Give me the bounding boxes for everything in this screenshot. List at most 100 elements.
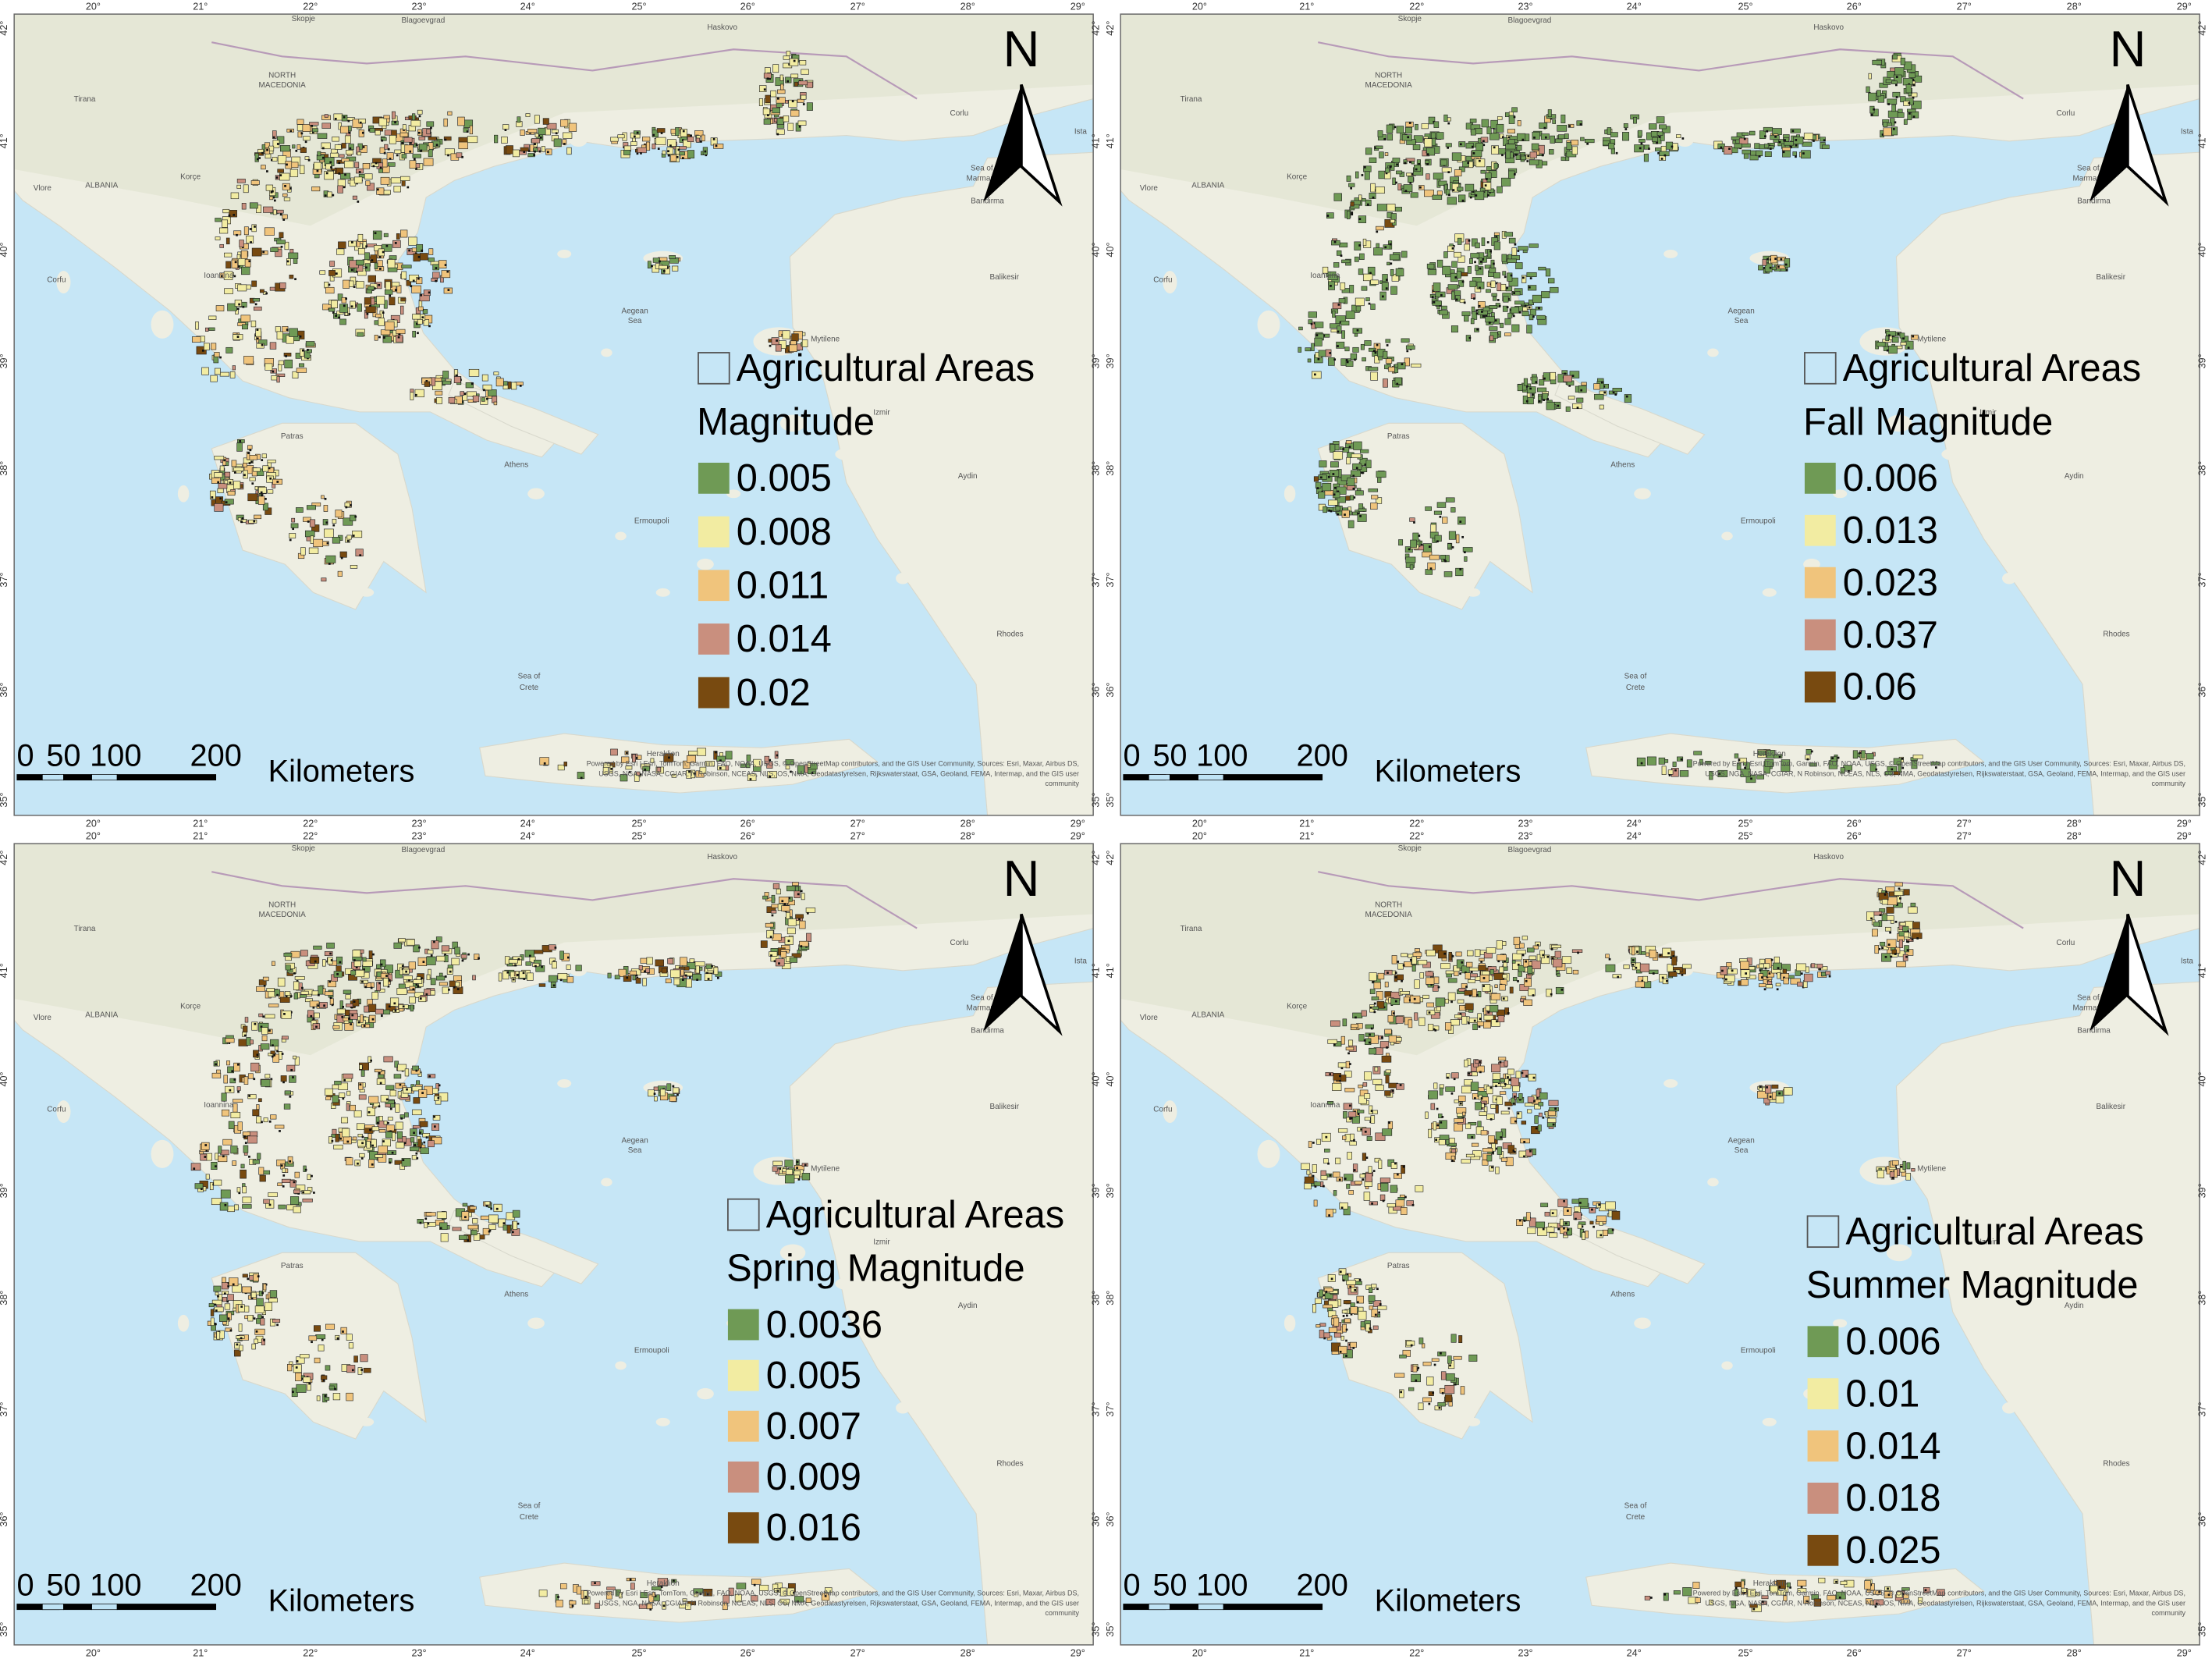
agricultural-patch: [1392, 158, 1400, 163]
patch-outline: [261, 459, 264, 461]
patch-outline: [355, 966, 358, 969]
patch-outline: [1789, 145, 1792, 148]
patch-outline: [1385, 287, 1388, 290]
agricultural-patch: [1333, 193, 1342, 201]
legend-swatch: [698, 677, 730, 709]
north-arrow-left: [2089, 84, 2128, 202]
patch-outline: [1525, 1075, 1528, 1078]
patch-outline: [433, 1115, 435, 1118]
patch-outline: [435, 144, 438, 147]
agricultural-patch: [1755, 150, 1763, 157]
patch-outline: [1479, 261, 1482, 263]
agricultural-patch: [646, 141, 651, 151]
agricultural-patch: [1361, 198, 1366, 202]
agricultural-patch: [1884, 926, 1891, 932]
patch-outline: [1541, 154, 1544, 157]
agricultural-patch: [1893, 74, 1902, 83]
agricultural-patch: [346, 1392, 353, 1401]
patch-outline: [1364, 464, 1366, 466]
patch-outline: [261, 1291, 264, 1295]
patch-outline: [797, 1178, 801, 1181]
agricultural-patch: [799, 920, 806, 929]
agricultural-patch: [1474, 265, 1479, 272]
patch-outline: [371, 1018, 375, 1021]
agricultural-patch: [1412, 144, 1420, 151]
agricultural-patch: [428, 258, 435, 262]
agricultural-patch: [232, 365, 236, 371]
agricultural-patch: [652, 130, 659, 137]
agricultural-patch: [296, 119, 304, 125]
agricultural-patch: [1386, 261, 1390, 266]
agricultural-patch: [243, 1145, 249, 1153]
agricultural-patch: [1537, 396, 1542, 403]
agricultural-patch: [736, 1583, 747, 1590]
agricultural-patch: [438, 982, 448, 986]
agricultural-patch: [416, 277, 423, 285]
agricultural-patch: [1336, 250, 1341, 256]
patch-outline: [1451, 545, 1454, 549]
agricultural-patch: [253, 467, 261, 472]
patch-outline: [1778, 140, 1781, 144]
agricultural-patch: [1510, 1117, 1517, 1124]
agricultural-patch: [256, 986, 265, 992]
agricultural-patch: [1526, 1109, 1532, 1114]
patch-outline: [1327, 475, 1330, 478]
agricultural-patch: [352, 999, 360, 1007]
patch-outline: [435, 279, 437, 282]
latitude-label: 37°: [1090, 572, 1101, 587]
patch-outline: [1641, 979, 1643, 982]
agricultural-patch: [196, 346, 207, 355]
agricultural-patch: [1385, 358, 1392, 364]
patch-outline: [1738, 758, 1740, 762]
longitude-label: 28°: [960, 831, 975, 842]
agricultural-patch: [1390, 213, 1397, 220]
patch-outline: [229, 481, 232, 484]
patch-outline: [770, 954, 772, 957]
agricultural-patch: [1867, 92, 1876, 101]
agricultural-patch: [233, 1103, 238, 1113]
agricultural-patch: [317, 133, 328, 139]
agricultural-patch: [341, 297, 347, 304]
agricultural-patch: [1487, 1135, 1495, 1143]
agricultural-patch: [1468, 967, 1479, 972]
patch-outline: [322, 1379, 325, 1382]
longitude-label: 25°: [1738, 2, 1752, 12]
agricultural-patch: [1480, 169, 1486, 174]
agricultural-patch: [1377, 130, 1383, 137]
agricultural-patch: [260, 1043, 270, 1050]
patch-outline: [1544, 136, 1547, 139]
latitude-label: 36°: [1106, 682, 1116, 697]
patch-outline: [1513, 1095, 1516, 1098]
patch-outline: [1501, 136, 1504, 139]
patch-outline: [1541, 954, 1544, 957]
island: [360, 588, 375, 597]
patch-outline: [1616, 975, 1619, 979]
patch-outline: [1485, 178, 1488, 180]
patch-outline: [419, 997, 422, 1000]
patch-outline: [1916, 937, 1919, 940]
patch-outline: [406, 1088, 408, 1091]
agricultural-patch: [1493, 272, 1500, 279]
agricultural-patch: [223, 271, 233, 280]
patch-outline: [341, 1015, 344, 1018]
place-label: Rhodes: [996, 630, 1023, 638]
agricultural-patch: [1873, 922, 1880, 927]
legend-layer-swatch: [698, 352, 730, 385]
agricultural-patch: [1866, 911, 1874, 921]
patch-outline: [256, 329, 259, 331]
patch-outline: [1356, 512, 1359, 515]
agricultural-patch: [276, 376, 280, 383]
agricultural-patch: [1508, 237, 1515, 243]
patch-outline: [343, 186, 346, 189]
agricultural-patch: [1329, 443, 1335, 453]
patch-outline: [263, 1338, 265, 1341]
patch-outline: [229, 1329, 233, 1332]
agricultural-patch: [1384, 152, 1388, 156]
agricultural-patch: [233, 1062, 240, 1072]
agricultural-patch: [296, 368, 307, 373]
patch-outline: [1469, 196, 1472, 199]
agricultural-patch: [1377, 972, 1384, 980]
agricultural-patch: [1516, 144, 1521, 151]
agricultural-patch: [1313, 337, 1323, 346]
agricultural-patch: [314, 1357, 321, 1363]
